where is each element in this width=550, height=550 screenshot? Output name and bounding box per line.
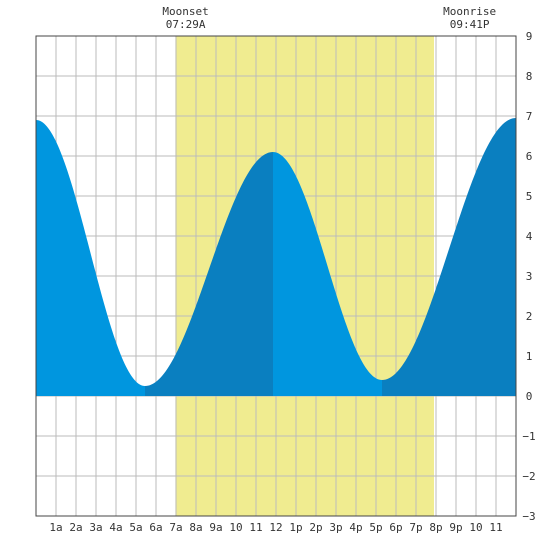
x-tick-label: 6a (149, 521, 162, 534)
x-tick-label: 4p (349, 521, 362, 534)
y-tick-label: 2 (526, 310, 533, 323)
x-tick-label: 10 (229, 521, 242, 534)
x-tick-label: 3p (329, 521, 342, 534)
y-tick-label: 7 (526, 110, 533, 123)
y-tick-label: 8 (526, 70, 533, 83)
tide-area-rising (145, 152, 273, 396)
x-tick-label: 7a (169, 521, 182, 534)
tide-area-rising (382, 118, 516, 396)
tide-area-falling (36, 120, 145, 396)
y-tick-label: −3 (522, 510, 535, 523)
x-tick-label: 1p (289, 521, 302, 534)
x-tick-label: 12 (269, 521, 282, 534)
y-tick-label: 3 (526, 270, 533, 283)
x-tick-label: 8p (429, 521, 442, 534)
plot-frame (35, 35, 517, 517)
y-tick-label: −2 (522, 470, 535, 483)
x-tick-label: 11 (489, 521, 502, 534)
y-tick-label: 4 (526, 230, 533, 243)
y-tick-label: −1 (522, 430, 535, 443)
x-tick-label: 8a (189, 521, 202, 534)
tide-area-falling (273, 152, 382, 396)
x-tick-label: 11 (249, 521, 262, 534)
x-tick-label: 7p (409, 521, 422, 534)
y-tick-label: 6 (526, 150, 533, 163)
event-name: Moonrise (443, 5, 496, 18)
x-tick-label: 2p (309, 521, 322, 534)
x-tick-label: 2a (69, 521, 82, 534)
x-tick-label: 3a (89, 521, 102, 534)
event-time: 09:41P (450, 18, 490, 31)
event-time: 07:29A (166, 18, 206, 31)
y-tick-label: 9 (526, 30, 533, 43)
x-tick-label: 5p (369, 521, 382, 534)
y-tick-label: 0 (526, 390, 533, 403)
x-tick-label: 9p (449, 521, 462, 534)
y-tick-label: 1 (526, 350, 533, 363)
x-tick-label: 6p (389, 521, 402, 534)
x-tick-label: 9a (209, 521, 222, 534)
x-tick-label: 4a (109, 521, 122, 534)
x-tick-label: 10 (469, 521, 482, 534)
x-tick-label: 5a (129, 521, 142, 534)
x-tick-label: 1a (49, 521, 62, 534)
y-tick-label: 5 (526, 190, 533, 203)
event-name: Moonset (162, 5, 208, 18)
